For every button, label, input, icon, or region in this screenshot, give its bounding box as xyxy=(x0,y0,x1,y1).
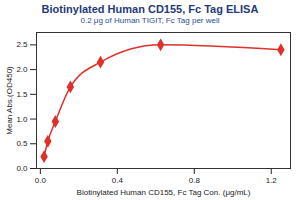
svg-text:0.8: 0.8 xyxy=(189,176,201,185)
svg-text:1.5: 1.5 xyxy=(16,90,28,99)
svg-text:Mean Abs.(OD450): Mean Abs.(OD450) xyxy=(5,66,14,135)
svg-text:1.2: 1.2 xyxy=(266,176,278,185)
html-text:0.2 μg of Human TIGIT, Fc Tag: 0.2 μg of Human TIGIT, Fc Tag per well xyxy=(80,16,220,25)
html-text:Biotinylated Human CD155, Fc T: Biotinylated Human CD155, Fc Tag ELISA xyxy=(41,3,259,15)
svg-text:0.5: 0.5 xyxy=(16,139,28,148)
svg-text:Biotinylated Human CD155, Fc T: Biotinylated Human CD155, Fc Tag Con. (μ… xyxy=(77,188,251,197)
svg-text:2.5: 2.5 xyxy=(16,40,28,49)
svg-text:2.0: 2.0 xyxy=(16,65,28,74)
svg-text:0.0: 0.0 xyxy=(35,176,47,185)
svg-text:0.4: 0.4 xyxy=(112,176,124,185)
svg-text:1.0: 1.0 xyxy=(16,115,28,124)
svg-text:0.0: 0.0 xyxy=(16,164,28,173)
